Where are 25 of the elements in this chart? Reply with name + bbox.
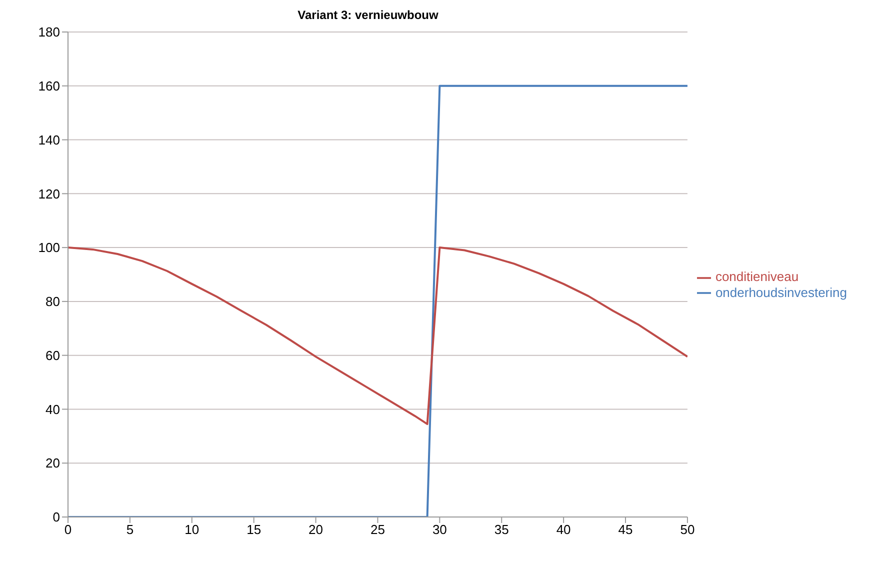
chart-title: Variant 3: vernieuwbouw (296, 8, 440, 22)
x-tick-label: 50 (680, 522, 695, 538)
y-tick-label: 80 (46, 294, 60, 310)
legend-label: onderhoudsinvestering (715, 284, 847, 300)
x-tick-label: 10 (184, 522, 200, 538)
x-tick-label: 15 (246, 522, 262, 538)
y-tick-label: 0 (52, 510, 60, 525)
x-tick-label: 35 (494, 522, 509, 538)
y-tick-label: 20 (46, 456, 60, 471)
x-tick-label: 30 (432, 522, 447, 538)
y-tick-label: 140 (38, 132, 60, 148)
y-tick-label: 100 (38, 240, 60, 256)
x-tick-label: 0 (64, 522, 72, 538)
y-tick-label: 40 (46, 402, 60, 417)
y-tick-label: 60 (46, 348, 60, 363)
y-tick-label: 180 (38, 24, 60, 40)
y-tick-label: 160 (38, 78, 60, 94)
x-tick-label: 25 (370, 522, 385, 538)
line-series (68, 246, 688, 426)
y-tick-label: 120 (38, 186, 60, 202)
legend-label: conditieniveau (715, 268, 799, 284)
x-tick-label: 45 (618, 522, 633, 538)
x-tick-label: 40 (556, 522, 571, 538)
x-tick-label: 20 (308, 522, 324, 538)
x-tick-label: 5 (126, 522, 134, 538)
